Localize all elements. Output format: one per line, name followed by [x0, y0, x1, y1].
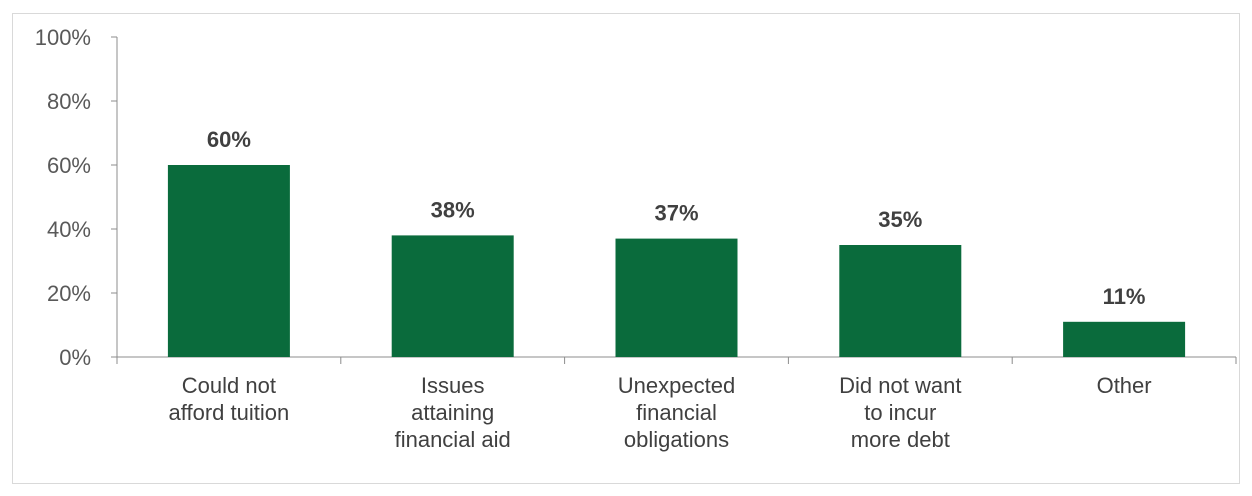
data-label: 60% — [207, 127, 251, 152]
y-tick-label: 60% — [47, 153, 91, 178]
category-label-line: more debt — [851, 427, 950, 452]
category-label: Could not afford tuition — [169, 373, 290, 425]
bar — [1063, 321, 1186, 357]
category-label-line: Could not — [182, 373, 276, 398]
bars — [167, 165, 1186, 357]
y-tick-label: 80% — [47, 89, 91, 114]
y-tick-label: 40% — [47, 217, 91, 242]
y-tick-labels: 0% 20% 40% 60% 80% 100% — [35, 25, 91, 370]
bar — [615, 238, 738, 357]
category-label-line: Issues — [421, 373, 485, 398]
y-tick-label: 20% — [47, 281, 91, 306]
category-label-line: Did not want — [839, 373, 961, 398]
category-label-line: financial aid — [395, 427, 511, 452]
category-label: Issues attaining financial aid — [395, 373, 511, 452]
y-tick-label: 0% — [59, 345, 91, 370]
data-label: 35% — [878, 207, 922, 232]
bar — [391, 235, 514, 357]
category-label: Other — [1097, 373, 1152, 398]
data-label: 37% — [654, 201, 698, 226]
y-tick-label: 100% — [35, 25, 91, 50]
data-labels: 60% 38% 37% 35% 11% — [207, 127, 1146, 309]
category-label-line: financial — [636, 400, 717, 425]
data-label: 38% — [431, 197, 475, 222]
bar — [839, 245, 962, 357]
category-label-line: Unexpected — [618, 373, 735, 398]
category-label-line: to incur — [864, 400, 936, 425]
category-label-line: attaining — [411, 400, 494, 425]
bar — [167, 165, 290, 357]
category-label-line: Other — [1097, 373, 1152, 398]
category-label-line: afford tuition — [169, 400, 290, 425]
category-label: Unexpected financial obligations — [618, 373, 735, 452]
category-label-line: obligations — [624, 427, 729, 452]
data-label: 11% — [1103, 284, 1146, 309]
category-label: Did not want to incur more debt — [839, 373, 961, 452]
